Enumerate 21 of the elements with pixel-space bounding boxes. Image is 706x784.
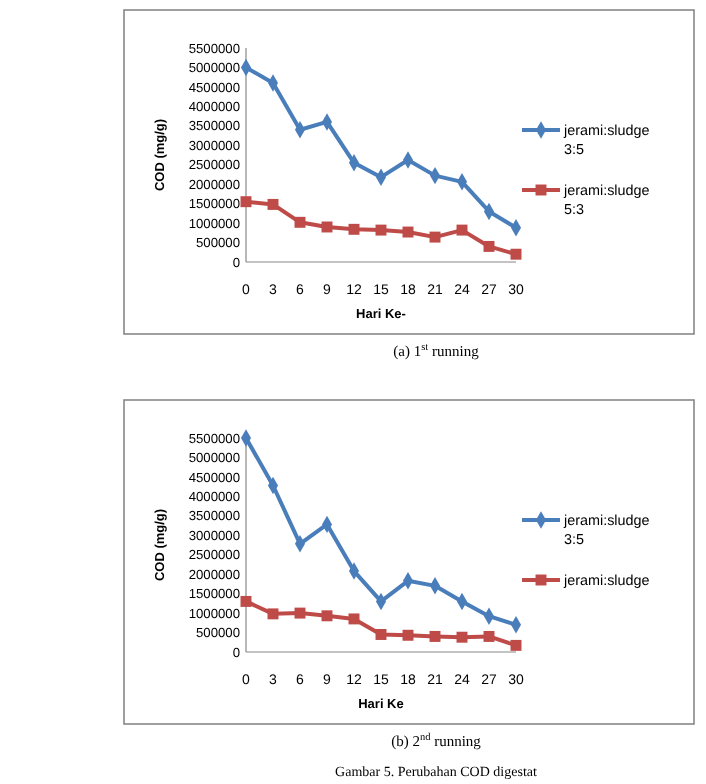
point [240, 196, 252, 208]
point [348, 223, 360, 235]
point [456, 631, 468, 643]
point [483, 240, 495, 252]
point [267, 608, 279, 620]
point [483, 630, 495, 642]
point [294, 216, 306, 228]
point [402, 629, 414, 641]
point [510, 639, 522, 651]
point [510, 248, 522, 260]
point [294, 607, 306, 619]
point [402, 226, 414, 238]
point [267, 198, 279, 210]
point [348, 613, 360, 625]
point [375, 629, 387, 640]
point [240, 595, 252, 607]
point [321, 610, 333, 622]
point [375, 224, 387, 236]
point [429, 630, 441, 642]
point [456, 224, 468, 236]
point [429, 231, 441, 243]
